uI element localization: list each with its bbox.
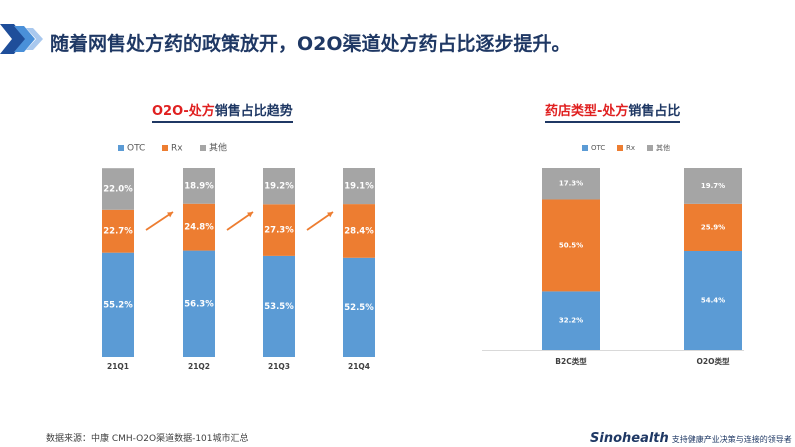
trend-arrow-line [306, 211, 334, 231]
chart1-value-label: 27.3% [264, 226, 294, 236]
chart1-category-label: 21Q4 [348, 362, 370, 371]
chart1-bar-segment [263, 255, 295, 357]
chart2-category-label: B2C类型 [555, 356, 587, 366]
chart2-legend-label: Rx [626, 144, 635, 152]
chart2-legend-swatch [617, 145, 623, 151]
chart2-legend-label: 其他 [656, 143, 670, 152]
chart2-bar-segment [684, 168, 742, 204]
chart2-value-label: 25.9% [701, 223, 725, 231]
trend-arrow-head-icon [247, 212, 253, 218]
brand-logo: Sinohealth [590, 431, 669, 446]
chevron-mid [14, 26, 35, 52]
brand: Sinohealth 支持健康产业决策与连接的领导者 [590, 427, 792, 446]
chart1-category-label: 21Q1 [107, 362, 129, 371]
trend-arrow-line [145, 211, 174, 231]
chart1-legend-label: OTC [127, 144, 145, 154]
chart1-legend-swatch [118, 145, 124, 151]
brand-slogan: 支持健康产业决策与连接的领导者 [671, 435, 792, 444]
chart1-value-label: 24.8% [184, 223, 214, 233]
chart1-bar-segment [183, 168, 215, 204]
chart1-category-label: 21Q3 [268, 362, 290, 371]
chart1-bar-segment [183, 250, 215, 357]
chart2-value-label: 17.3% [559, 180, 583, 188]
chart1-category-label: 21Q2 [188, 362, 210, 371]
source-note: 数据来源：中康 CMH-O2O渠道数据-101城市汇总 [46, 434, 249, 444]
chart1-bar-segment [343, 168, 375, 205]
trend-arrow-head-icon [327, 212, 333, 218]
chart2-value-label: 19.7% [701, 182, 725, 190]
chart1-bar-segment [263, 168, 295, 205]
chart1-legend-swatch [200, 145, 206, 151]
chart1-title: O2O-处方销售占比趋势 [152, 100, 293, 123]
chart2-title: 药店类型-处方销售占比 [545, 100, 681, 123]
chart1-value-label: 55.2% [103, 300, 133, 310]
chart2-title-part-1: 药店类型-处方 [545, 104, 629, 119]
chart2-bar-segment [684, 250, 742, 350]
chart1-bar-segment [102, 168, 134, 210]
chart1-value-label: 19.2% [264, 182, 294, 192]
chart1-value-label: 22.0% [103, 184, 133, 194]
chart1-legend-label: Rx [171, 144, 183, 154]
chart2-legend-swatch [582, 145, 588, 151]
chart1-bar-segment [102, 209, 134, 253]
chart1-bar-segment [343, 204, 375, 258]
page-title: 随着网售处方药的政策放开，O2O渠道处方药占比逐步提升。 [50, 33, 571, 55]
chart2-category-label: O2O类型 [697, 356, 730, 366]
chart1-legend-label: 其他 [209, 142, 227, 154]
trend-arrow-head-icon [167, 212, 173, 218]
chart1-bar-segment [102, 252, 134, 357]
chevron-light [26, 28, 43, 50]
chart2-title-part-2: 销售占比 [628, 104, 681, 119]
chart1-value-label: 22.7% [103, 227, 133, 237]
chart2-value-label: 54.4% [701, 296, 725, 304]
chart2-legend-swatch [647, 145, 653, 151]
chart1-bar-segment [183, 203, 215, 251]
chart1-bar-segment [343, 257, 375, 357]
chart1-title-part-2: 销售占比趋势 [214, 104, 293, 119]
chart1-value-label: 52.5% [344, 303, 374, 313]
header-chevron-icon [0, 24, 43, 54]
chart1-value-label: 28.4% [344, 226, 374, 236]
chart1-value-label: 19.1% [344, 182, 374, 192]
chart1-bar-segment [263, 204, 295, 256]
chart2-bar-segment [542, 168, 600, 200]
chart2-bar-segment [542, 291, 600, 350]
chart1-value-label: 18.9% [184, 181, 214, 191]
header-band [0, 0, 795, 56]
chart2-legend-label: OTC [591, 144, 605, 152]
chart2-bar-segment [542, 199, 600, 292]
trend-arrow-line [226, 211, 254, 231]
chart1-title-part-1: O2O-处方 [152, 104, 215, 119]
chart1-value-label: 56.3% [184, 299, 214, 309]
chart2-value-label: 50.5% [559, 241, 583, 249]
chart1-value-label: 53.5% [264, 302, 294, 312]
chart2-value-label: 32.2% [559, 317, 583, 325]
chart1-legend-swatch [162, 145, 168, 151]
chart2-bar-segment [684, 203, 742, 251]
